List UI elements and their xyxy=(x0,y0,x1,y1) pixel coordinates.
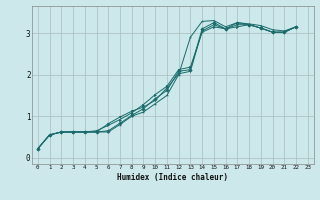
X-axis label: Humidex (Indice chaleur): Humidex (Indice chaleur) xyxy=(117,173,228,182)
